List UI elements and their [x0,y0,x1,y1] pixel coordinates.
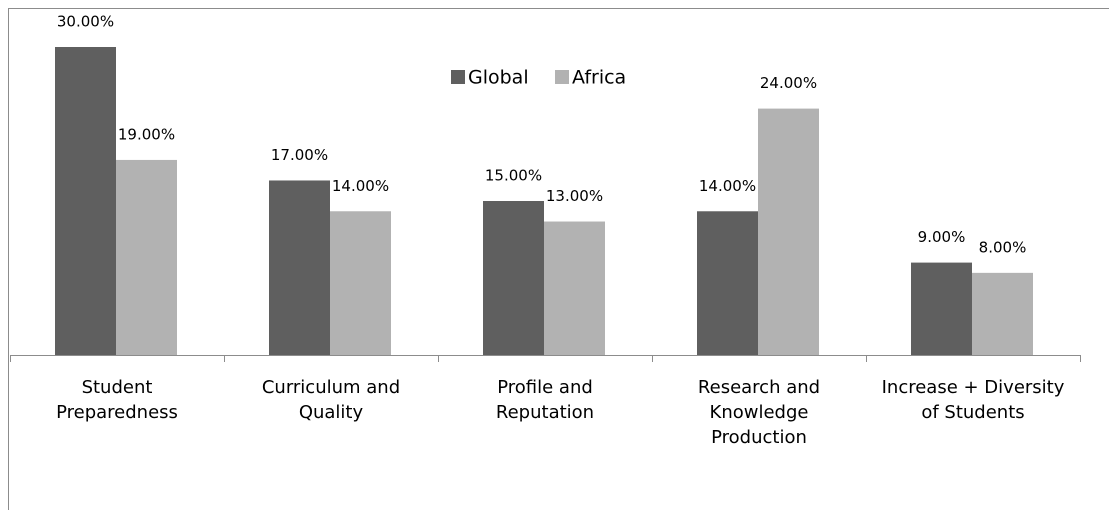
bar [544,221,605,355]
legend-label: Global [468,67,529,89]
x-tick-label: Student Preparedness [56,377,178,423]
bar [116,159,177,355]
data-label: 15.00% [485,167,542,185]
legend-swatch [451,70,465,84]
x-tick-label: Profile and Reputation [495,377,595,423]
bar [483,201,544,355]
data-label: 14.00% [332,177,389,195]
bar [697,211,758,355]
bar [330,211,391,355]
data-label: 9.00% [918,228,966,246]
data-label: 17.00% [271,146,328,164]
data-label: 14.00% [699,177,756,195]
data-label: 8.00% [979,238,1027,256]
data-label: 30.00% [57,13,114,31]
data-label: 19.00% [118,125,175,143]
bar [55,47,116,355]
x-tick-label: Research and Knowledge Production [697,377,821,448]
data-label: 24.00% [760,74,817,92]
data-label: 13.00% [546,187,603,205]
x-tick-label: Increase + Diversity of Students [881,377,1065,423]
bar [269,180,330,355]
legend-swatch [555,70,569,84]
x-tick-label: Curriculum and Quality [261,377,401,423]
legend-label: Africa [572,67,626,89]
bar [972,272,1033,355]
bar [758,108,819,355]
bar [911,262,972,355]
